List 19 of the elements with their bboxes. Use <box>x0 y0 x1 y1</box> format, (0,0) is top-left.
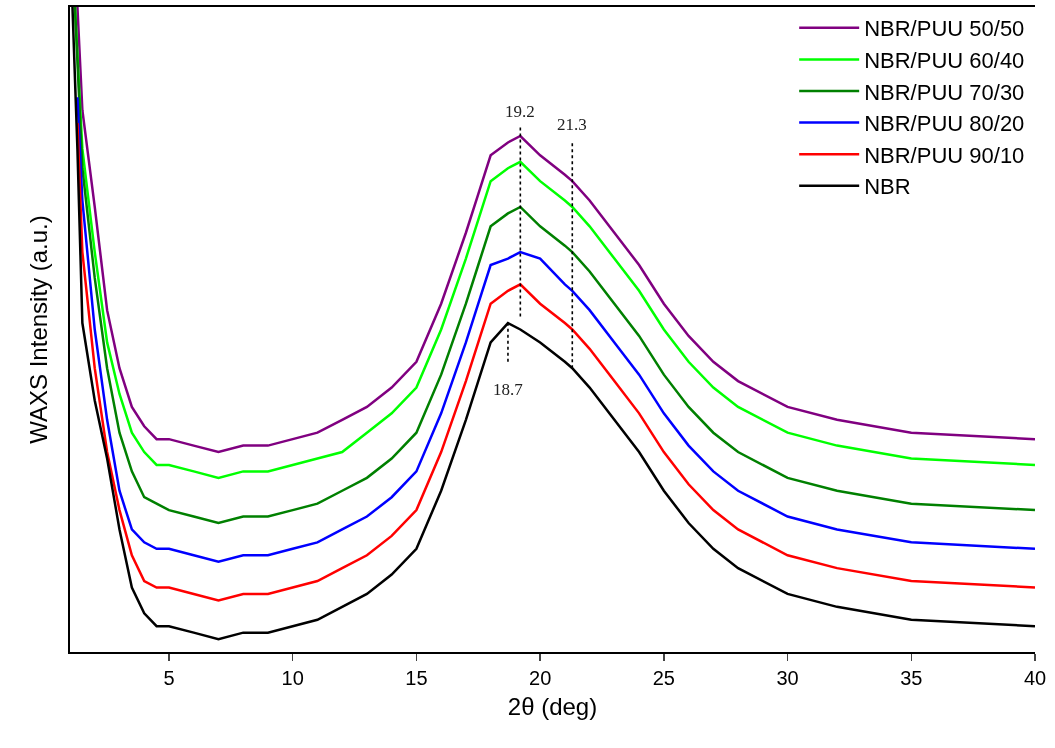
ref-line-label: 19.2 <box>505 102 535 121</box>
x-tick-label: 15 <box>405 667 428 689</box>
legend-label: NBR/PUU 60/40 <box>864 47 1025 73</box>
x-tick-label: 10 <box>281 667 304 689</box>
legend-label: NBR <box>864 174 911 200</box>
legend-label: NBR/PUU 50/50 <box>864 16 1025 42</box>
x-tick-label: 20 <box>529 667 552 689</box>
ref-line-label: 18.7 <box>493 380 524 399</box>
x-tick-label: 25 <box>652 667 675 689</box>
ref-line-label: 21.3 <box>557 115 587 134</box>
x-tick-label: 35 <box>900 667 923 689</box>
x-tick-label: 40 <box>1023 667 1047 689</box>
x-axis-title: 2θ (deg) <box>507 692 598 720</box>
legend-label: NBR/PUU 70/30 <box>864 79 1025 105</box>
x-tick-label: 5 <box>163 667 175 689</box>
legend-label: NBR/PUU 90/10 <box>864 142 1025 168</box>
legend-label: NBR/PUU 80/20 <box>864 111 1025 137</box>
y-axis-title: WAXS Intensity (a.u.) <box>24 215 52 444</box>
x-tick-label: 30 <box>776 667 799 689</box>
